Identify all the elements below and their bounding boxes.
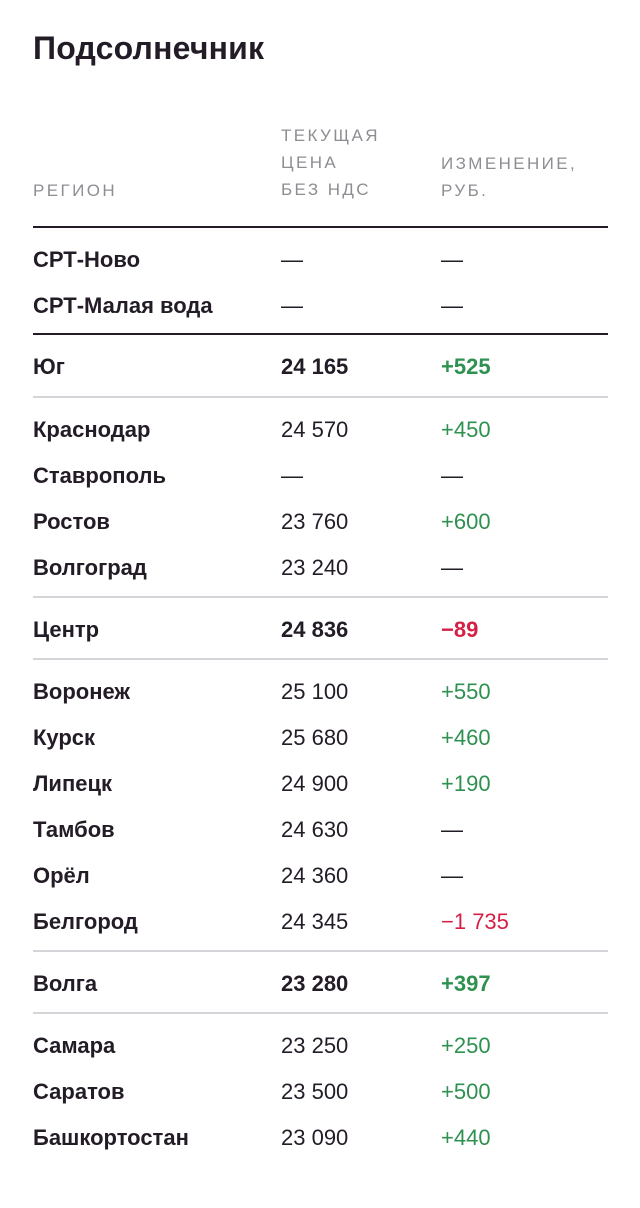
table-row: Воронеж 25 100 +550 bbox=[0, 669, 640, 715]
change-cell: +250 bbox=[441, 1033, 491, 1058]
table-row: Липецк 24 900 +190 bbox=[0, 761, 640, 807]
table-row-group-total: Центр 24 836 −89 bbox=[0, 607, 640, 653]
change-cell: +440 bbox=[441, 1125, 491, 1150]
region-cell: Башкортостан bbox=[33, 1125, 189, 1150]
table-row: Волгоград 23 240 — bbox=[0, 545, 640, 591]
price-cell: 24 345 bbox=[281, 909, 349, 934]
region-cell: Липецк bbox=[33, 771, 113, 796]
change-cell: — bbox=[441, 863, 463, 888]
region-cell: Тамбов bbox=[33, 817, 115, 842]
price-cell: 23 760 bbox=[281, 509, 349, 534]
change-cell: +397 bbox=[441, 971, 491, 996]
change-cell: — bbox=[441, 247, 463, 272]
region-cell: Ставрополь bbox=[33, 463, 166, 488]
row-divider bbox=[33, 596, 608, 598]
price-cell: — bbox=[281, 247, 303, 272]
change-cell: — bbox=[441, 817, 463, 842]
table-row: СРТ-Ново — — bbox=[0, 237, 640, 283]
change-cell: +550 bbox=[441, 679, 491, 704]
page-title: Подсолнечник bbox=[33, 30, 265, 66]
change-cell: +500 bbox=[441, 1079, 491, 1104]
region-cell: Ростов bbox=[33, 509, 110, 534]
table-row: Курск 25 680 +460 bbox=[0, 715, 640, 761]
section-divider bbox=[33, 333, 608, 335]
table-row: Ставрополь — — bbox=[0, 453, 640, 499]
row-divider bbox=[33, 658, 608, 660]
column-header-change: ИЗМЕНЕНИЕ, РУБ. bbox=[441, 150, 611, 204]
region-cell: Саратов bbox=[33, 1079, 125, 1104]
region-cell: Орёл bbox=[33, 863, 90, 888]
row-divider bbox=[33, 1012, 608, 1014]
table-row: Краснодар 24 570 +450 bbox=[0, 407, 640, 453]
price-cell: 24 570 bbox=[281, 417, 349, 442]
region-cell: Волгоград bbox=[33, 555, 147, 580]
price-cell: 25 100 bbox=[281, 679, 349, 704]
column-header-change-line: ИЗМЕНЕНИЕ, bbox=[441, 154, 578, 173]
change-cell: — bbox=[441, 293, 463, 318]
column-header-price: ТЕКУЩАЯ ЦЕНА БЕЗ НДС bbox=[281, 122, 421, 203]
price-cell: 24 900 bbox=[281, 771, 349, 796]
table-row: Ростов 23 760 +600 bbox=[0, 499, 640, 545]
header-divider bbox=[33, 226, 608, 228]
table-row: Самара 23 250 +250 bbox=[0, 1023, 640, 1069]
change-cell: +450 bbox=[441, 417, 491, 442]
table-row-group-total: Юг 24 165 +525 bbox=[0, 344, 640, 390]
table-row: Белгород 24 345 −1 735 bbox=[0, 899, 640, 945]
region-cell: Самара bbox=[33, 1033, 116, 1058]
table-row: Саратов 23 500 +500 bbox=[0, 1069, 640, 1115]
region-cell: СРТ-Малая вода bbox=[33, 293, 213, 318]
row-divider bbox=[33, 950, 608, 952]
price-cell: 23 280 bbox=[281, 971, 349, 996]
price-cell: 23 250 bbox=[281, 1033, 349, 1058]
region-cell: Волга bbox=[33, 971, 98, 996]
price-cell: 24 836 bbox=[281, 617, 349, 642]
column-header-change-line: РУБ. bbox=[441, 181, 489, 200]
region-cell: Воронеж bbox=[33, 679, 131, 704]
row-divider bbox=[33, 396, 608, 398]
price-cell: 23 090 bbox=[281, 1125, 349, 1150]
column-header-price-line: ЦЕНА bbox=[281, 153, 339, 172]
price-cell: 24 165 bbox=[281, 354, 349, 379]
region-cell: СРТ-Ново bbox=[33, 247, 141, 272]
change-cell: −89 bbox=[441, 617, 479, 642]
table-row-group-total: Волга 23 280 +397 bbox=[0, 961, 640, 1007]
region-cell: Центр bbox=[33, 617, 100, 642]
column-header-price-line: БЕЗ НДС bbox=[281, 180, 371, 199]
price-cell: 23 500 bbox=[281, 1079, 349, 1104]
table-row: Орёл 24 360 — bbox=[0, 853, 640, 899]
column-header-price-line: ТЕКУЩАЯ bbox=[281, 126, 380, 145]
price-cell: 24 360 bbox=[281, 863, 349, 888]
column-header-region: РЕГИОН bbox=[33, 181, 118, 200]
price-cell: — bbox=[281, 463, 303, 488]
change-cell: +460 bbox=[441, 725, 491, 750]
price-cell: — bbox=[281, 293, 303, 318]
change-cell: +190 bbox=[441, 771, 491, 796]
table-row: Тамбов 24 630 — bbox=[0, 807, 640, 853]
change-cell: +600 bbox=[441, 509, 491, 534]
price-cell: 24 630 bbox=[281, 817, 349, 842]
change-cell: −1 735 bbox=[441, 909, 509, 934]
change-cell: — bbox=[441, 555, 463, 580]
table-row: СРТ-Малая вода — — bbox=[0, 283, 640, 329]
change-cell: +525 bbox=[441, 354, 491, 379]
region-cell: Курск bbox=[33, 725, 96, 750]
price-cell: 25 680 bbox=[281, 725, 349, 750]
region-cell: Юг bbox=[33, 354, 65, 379]
region-cell: Белгород bbox=[33, 909, 138, 934]
change-cell: — bbox=[441, 463, 463, 488]
table-row: Башкортостан 23 090 +440 bbox=[0, 1115, 640, 1161]
region-cell: Краснодар bbox=[33, 417, 151, 442]
price-cell: 23 240 bbox=[281, 555, 349, 580]
